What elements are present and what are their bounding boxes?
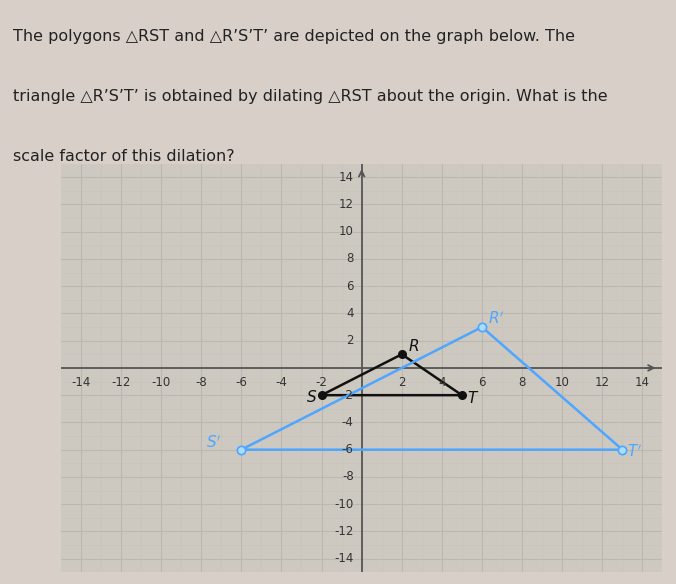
Text: 6: 6 — [478, 376, 486, 389]
Text: -12: -12 — [334, 525, 354, 538]
Text: 2: 2 — [346, 334, 354, 347]
Text: $R'$: $R'$ — [488, 310, 504, 326]
Text: 4: 4 — [346, 307, 354, 320]
Text: 12: 12 — [339, 198, 354, 211]
Text: -6: -6 — [235, 376, 247, 389]
Text: $T'$: $T'$ — [627, 444, 643, 460]
Text: $T$: $T$ — [467, 390, 479, 406]
Text: -6: -6 — [342, 443, 354, 456]
Text: scale factor of this dilation?: scale factor of this dilation? — [14, 150, 235, 164]
Text: 14: 14 — [339, 171, 354, 183]
Text: -10: -10 — [335, 498, 354, 510]
Text: 6: 6 — [346, 280, 354, 293]
Text: 14: 14 — [635, 376, 650, 389]
Text: 10: 10 — [339, 225, 354, 238]
Text: -12: -12 — [112, 376, 130, 389]
Text: -8: -8 — [342, 471, 354, 484]
Text: The polygons △RST and △R’S’T’ are depicted on the graph below. The: The polygons △RST and △R’S’T’ are depict… — [14, 30, 575, 44]
Text: triangle △R’S’T’ is obtained by dilating △RST about the origin. What is the: triangle △R’S’T’ is obtained by dilating… — [14, 89, 608, 105]
Text: 12: 12 — [595, 376, 610, 389]
Text: -2: -2 — [342, 389, 354, 402]
Text: -14: -14 — [71, 376, 91, 389]
Text: -8: -8 — [195, 376, 207, 389]
Text: $S$: $S$ — [306, 389, 318, 405]
Text: -2: -2 — [316, 376, 327, 389]
Text: -10: -10 — [151, 376, 171, 389]
Text: $S'$: $S'$ — [206, 434, 221, 451]
Text: -4: -4 — [276, 376, 287, 389]
Text: 8: 8 — [518, 376, 526, 389]
Text: -14: -14 — [334, 552, 354, 565]
Text: 8: 8 — [346, 252, 354, 265]
Text: -4: -4 — [342, 416, 354, 429]
Text: $R$: $R$ — [408, 338, 419, 354]
Text: 10: 10 — [555, 376, 570, 389]
Text: 2: 2 — [398, 376, 406, 389]
Text: 4: 4 — [438, 376, 445, 389]
